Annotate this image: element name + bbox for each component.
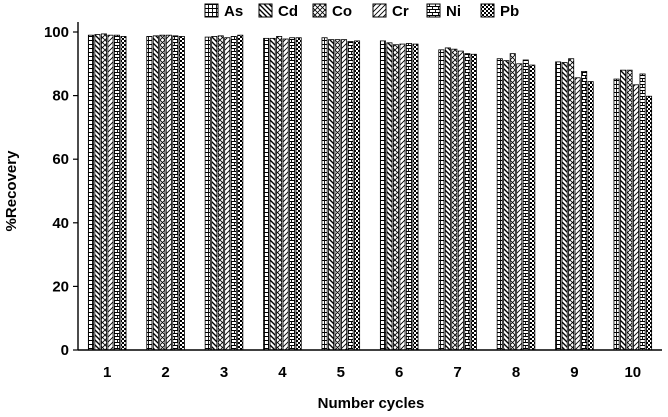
bar-co-cycle-2 — [159, 34, 166, 351]
bar-ni-cycle-5 — [347, 41, 354, 351]
bar-co-cycle-10 — [626, 69, 633, 351]
bar-cr-cycle-2 — [165, 34, 172, 351]
bar-as-cycle-1 — [87, 34, 94, 351]
x-tick-label: 2 — [161, 364, 169, 381]
bar-ni-cycle-2 — [172, 35, 179, 351]
x-tick-label: 3 — [220, 364, 228, 381]
y-axis-title: %Recovery — [3, 150, 20, 232]
legend-swatch-co — [312, 3, 327, 18]
bar-ni-cycle-7 — [464, 53, 471, 351]
bar-cd-cycle-9 — [561, 62, 568, 351]
bar-co-cycle-7 — [451, 48, 458, 351]
legend-swatch-cr — [372, 3, 387, 18]
bar-cr-cycle-7 — [457, 50, 464, 351]
legend-swatch-as — [204, 3, 219, 18]
x-axis-title: Number cycles — [318, 395, 425, 412]
bar-ni-cycle-3 — [230, 36, 237, 351]
bar-cd-cycle-2 — [152, 35, 159, 351]
legend-label-as: As — [224, 3, 243, 20]
bar-cd-cycle-5 — [328, 39, 335, 351]
bar-cd-cycle-10 — [620, 69, 627, 351]
y-tick-label: 20 — [52, 278, 69, 295]
bar-pb-cycle-5 — [354, 40, 361, 351]
bar-pb-cycle-2 — [178, 36, 185, 351]
bar-cd-cycle-7 — [444, 47, 451, 351]
bar-cd-cycle-4 — [269, 37, 276, 351]
y-tick-label: 0 — [61, 342, 69, 359]
bar-as-cycle-2 — [146, 36, 153, 351]
bar-as-cycle-7 — [438, 49, 445, 351]
bar-as-cycle-5 — [321, 37, 328, 351]
bar-cd-cycle-1 — [94, 34, 101, 351]
bar-cr-cycle-8 — [516, 63, 523, 351]
bar-pb-cycle-7 — [470, 53, 477, 351]
bar-as-cycle-6 — [379, 40, 386, 351]
bar-as-cycle-3 — [204, 36, 211, 351]
legend-label-pb: Pb — [500, 3, 519, 20]
x-tick-label: 10 — [624, 364, 641, 381]
legend-label-ni: Ni — [446, 3, 461, 20]
legend-swatch-cd — [258, 3, 273, 18]
bar-cd-cycle-6 — [386, 42, 393, 351]
legend-swatch-ni — [426, 3, 441, 18]
bar-pb-cycle-10 — [646, 95, 653, 351]
bar-as-cycle-8 — [496, 58, 503, 351]
x-tick-label: 1 — [103, 364, 111, 381]
y-tick-label: 40 — [52, 215, 69, 232]
bar-pb-cycle-9 — [587, 81, 594, 351]
bar-pb-cycle-1 — [120, 36, 127, 351]
bar-pb-cycle-6 — [412, 43, 419, 351]
bar-cr-cycle-10 — [633, 84, 640, 351]
bar-pb-cycle-3 — [237, 34, 244, 351]
bar-cr-cycle-4 — [282, 38, 289, 351]
bar-ni-cycle-9 — [581, 71, 588, 351]
bar-as-cycle-4 — [263, 37, 270, 351]
bar-co-cycle-6 — [392, 44, 399, 351]
bars-group — [87, 33, 653, 351]
x-tick-label: 4 — [278, 364, 287, 381]
bar-co-cycle-8 — [509, 53, 516, 351]
x-tick-label: 8 — [512, 364, 520, 381]
legend-label-co: Co — [332, 3, 352, 20]
bar-pb-cycle-4 — [295, 37, 302, 351]
x-tick-label: 6 — [395, 364, 403, 381]
legend-swatch-pb — [480, 3, 495, 18]
x-tick-label: 5 — [337, 364, 345, 381]
bar-cd-cycle-3 — [211, 36, 218, 351]
bar-as-cycle-10 — [613, 78, 620, 351]
y-tick-label: 100 — [44, 24, 69, 41]
bar-ni-cycle-1 — [113, 34, 120, 351]
bar-ni-cycle-4 — [289, 37, 296, 351]
legend-label-cr: Cr — [392, 3, 409, 20]
bar-cr-cycle-9 — [574, 77, 581, 351]
bar-ni-cycle-10 — [639, 73, 646, 351]
bar-as-cycle-9 — [555, 61, 562, 351]
bar-cr-cycle-3 — [224, 37, 231, 351]
bar-co-cycle-3 — [217, 35, 224, 351]
bar-cr-cycle-6 — [399, 43, 406, 351]
y-tick-label: 80 — [52, 88, 69, 105]
bar-ni-cycle-6 — [405, 43, 412, 351]
bar-ni-cycle-8 — [522, 59, 529, 351]
bar-co-cycle-9 — [568, 58, 575, 351]
bar-cr-cycle-5 — [341, 39, 348, 351]
legend: As Cd Co Cr Ni Pb — [204, 3, 519, 20]
bar-co-cycle-1 — [100, 33, 107, 351]
x-tick-label: 7 — [453, 364, 461, 381]
bar-co-cycle-4 — [276, 36, 283, 351]
x-tick-label: 9 — [570, 364, 578, 381]
legend-label-cd: Cd — [278, 3, 298, 20]
bar-co-cycle-5 — [334, 39, 341, 351]
y-tick-label: 60 — [52, 151, 69, 168]
bar-pb-cycle-8 — [529, 64, 536, 351]
bar-cr-cycle-1 — [107, 34, 114, 351]
bar-cd-cycle-8 — [503, 60, 510, 351]
